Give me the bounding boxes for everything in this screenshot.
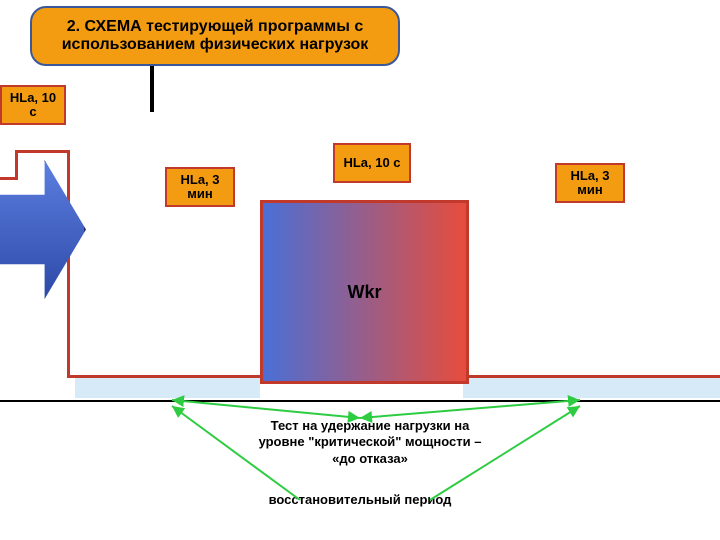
ramp-arrow-shape	[0, 160, 86, 299]
tag-hla10-center: HLa, 10 с	[333, 143, 411, 183]
wkr-block: Wkr	[260, 200, 469, 384]
wkr-label: Wkr	[347, 282, 381, 303]
diagram-stage: { "title": { "text": "2. СХЕМА тестирующ…	[0, 0, 720, 540]
caption-test: Тест на удержание нагрузки на уровне "кр…	[255, 418, 485, 467]
title-stem	[150, 66, 154, 112]
tag-hla3-left: HLa, 3 мин	[165, 167, 235, 207]
caption-recovery: восстановительный период	[235, 492, 485, 508]
recovery-strip-left	[75, 376, 260, 398]
baseline	[0, 400, 720, 402]
title-text: 2. СХЕМА тестирующей пр​о​граммы с испол…	[42, 18, 388, 54]
tag-hla3-right: HLa, 3 мин	[555, 163, 625, 203]
recovery-strip-right	[463, 376, 720, 398]
tag-hla10-left: HLa, 10 с	[0, 85, 66, 125]
title-box: 2. СХЕМА тестирующей пр​о​граммы с испол…	[30, 6, 400, 66]
